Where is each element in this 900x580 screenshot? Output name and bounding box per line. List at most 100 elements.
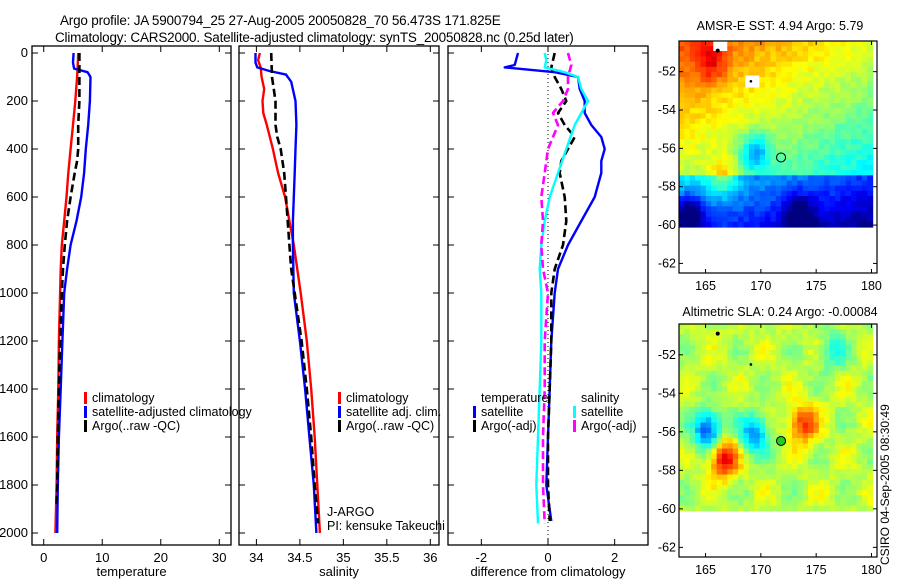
heat-cell <box>829 432 836 439</box>
heat-cell <box>808 484 815 491</box>
heat-cell <box>840 118 847 125</box>
heat-cell <box>754 453 761 460</box>
heat-cell <box>705 381 712 387</box>
heat-cell <box>743 370 750 377</box>
heat-cell <box>802 51 809 58</box>
heat-cell <box>722 360 728 367</box>
heat-cell <box>738 113 745 120</box>
heat-cell <box>851 77 858 83</box>
heat-cell <box>754 190 761 197</box>
heat-cell <box>711 118 718 125</box>
heat-cell <box>824 170 831 176</box>
heat-cell <box>759 201 766 207</box>
heat-cell <box>727 190 734 197</box>
heat-cell <box>813 329 820 335</box>
heat-cell <box>695 365 702 372</box>
heat-cell <box>802 324 809 330</box>
heat-cell <box>695 133 702 140</box>
heat-cell <box>791 391 798 398</box>
heat-cell <box>695 216 702 223</box>
heat-cell <box>732 195 739 202</box>
heat-cell <box>861 381 868 387</box>
heat-cell <box>797 56 804 63</box>
heat-cell <box>759 185 766 192</box>
heat-cell <box>722 56 728 63</box>
heat-cell <box>808 72 815 78</box>
heat-cell <box>861 211 868 218</box>
y-tick-label: 0 <box>21 45 28 60</box>
heat-cell <box>867 412 874 418</box>
heat-cell <box>722 324 728 330</box>
heat-cell <box>759 355 766 361</box>
heat-cell <box>765 329 772 335</box>
heat-cell <box>695 417 702 424</box>
heat-cell <box>738 97 745 104</box>
heat-cell <box>829 479 836 486</box>
heat-cell <box>867 381 874 387</box>
y-tick-label: 1400 <box>0 381 28 396</box>
heat-cell <box>802 432 809 439</box>
heat-cell <box>808 221 815 228</box>
heat-cell <box>732 102 739 109</box>
heat-cell <box>765 417 772 424</box>
heat-cell <box>867 469 874 476</box>
heat-cell <box>856 216 863 223</box>
heat-cell <box>727 195 734 202</box>
y-tick-label: -60 <box>658 218 676 232</box>
heat-cell <box>802 97 809 104</box>
heat-cell <box>716 360 723 367</box>
heat-cell <box>851 216 858 223</box>
heat-cell <box>867 391 874 398</box>
heat-cell <box>722 190 728 197</box>
heat-cell <box>861 458 868 465</box>
heat-cell <box>824 484 831 491</box>
heat-cell <box>722 216 728 223</box>
heat-cell <box>808 118 815 125</box>
heat-cell <box>834 118 841 125</box>
heat-cell <box>689 344 696 351</box>
heat-cell <box>791 453 798 460</box>
heat-cell <box>786 72 793 78</box>
heat-cell <box>867 82 874 89</box>
heat-cell <box>829 448 836 455</box>
heat-cell <box>856 195 863 202</box>
heat-cell <box>754 102 761 109</box>
heat-cell <box>711 412 718 418</box>
heat-cell <box>679 407 685 413</box>
heat-cell <box>856 505 863 512</box>
heat-cell <box>851 438 858 444</box>
heat-cell <box>840 344 847 351</box>
heat-cell <box>748 422 755 429</box>
heat-cell <box>759 175 766 182</box>
heat-cell <box>775 82 782 89</box>
heat-cell <box>722 365 728 372</box>
heat-cell <box>738 495 745 502</box>
heat-cell <box>759 386 766 393</box>
heat-cell <box>711 386 718 393</box>
heat-cell <box>700 77 707 83</box>
heat-cell <box>679 46 685 52</box>
heat-cell <box>775 56 782 63</box>
heat-cell <box>813 401 820 408</box>
heat-cell <box>711 92 718 99</box>
heat-cell <box>845 128 852 135</box>
heat-cell <box>824 201 831 207</box>
heat-cell <box>679 216 685 223</box>
heat-cell <box>754 417 761 424</box>
heat-cell <box>689 206 696 213</box>
heat-cell <box>770 339 777 346</box>
heat-cell <box>867 41 874 47</box>
heat-cell <box>732 495 739 502</box>
heat-cell <box>684 407 691 413</box>
heat-cell <box>738 329 745 335</box>
heat-cell <box>770 113 777 120</box>
heat-cell <box>722 396 728 403</box>
x-tick-label: 175 <box>806 563 827 577</box>
heat-cell <box>829 349 836 356</box>
heat-cell <box>845 427 852 434</box>
heat-cell <box>748 46 755 52</box>
heat-cell <box>775 118 782 125</box>
heat-cell <box>754 56 761 63</box>
